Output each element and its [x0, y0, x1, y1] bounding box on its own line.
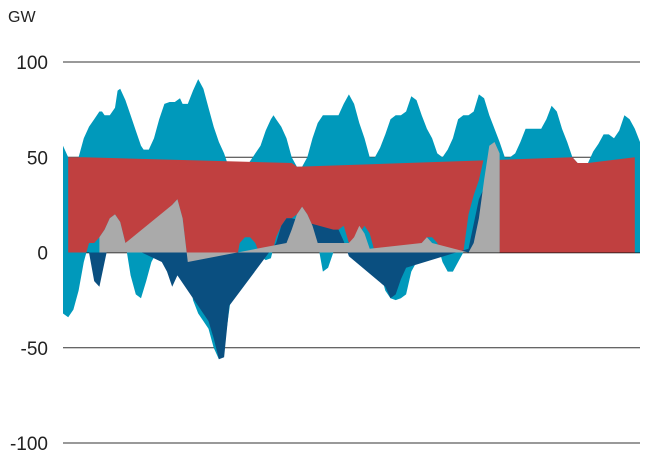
y-tick-label: 0 — [37, 244, 48, 265]
y-tick-label: 100 — [16, 53, 48, 74]
y-axis-unit-label: GW — [8, 9, 36, 26]
area-series-5 — [99, 142, 500, 262]
chart-areas — [63, 79, 640, 360]
y-axis-labels: 100 50 0 -50 -100 — [10, 53, 48, 455]
area-series-4 — [89, 172, 490, 360]
y-tick-label: 50 — [27, 148, 48, 169]
y-tick-label: -50 — [21, 339, 48, 360]
y-tick-label: -100 — [10, 434, 48, 455]
